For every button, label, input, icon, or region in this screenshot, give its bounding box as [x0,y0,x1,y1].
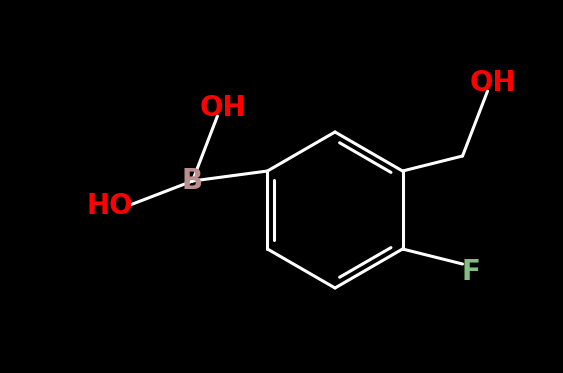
Text: OH: OH [199,94,246,122]
Text: HO: HO [86,192,133,220]
Text: F: F [461,258,480,286]
Text: OH: OH [469,69,516,97]
Text: B: B [182,167,203,195]
